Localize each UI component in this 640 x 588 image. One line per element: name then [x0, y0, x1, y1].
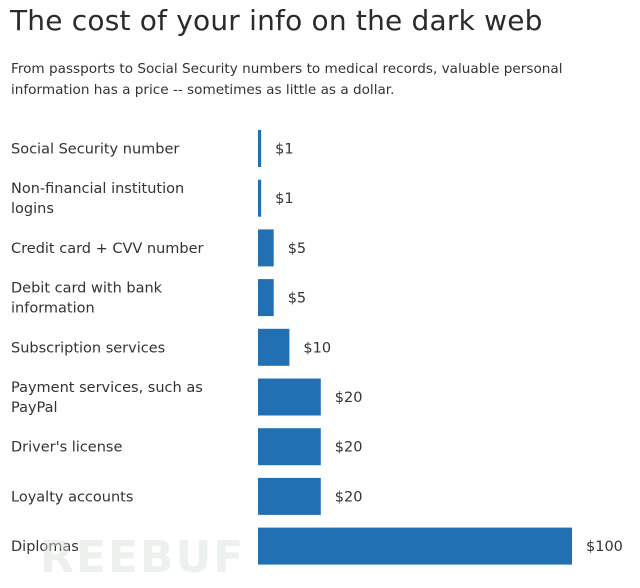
bar-5	[258, 378, 321, 416]
category-label-0: Social Security number	[11, 142, 179, 158]
category-label-5: Payment services, such as PayPal	[11, 380, 203, 416]
bar-2	[258, 229, 274, 267]
category-label-1: Non-financial institution logins	[11, 181, 184, 217]
value-label-6: $20	[335, 440, 363, 456]
category-label-8: Diplomas	[11, 539, 79, 555]
value-label-7: $20	[335, 489, 363, 505]
chart-title: The cost of your info on the dark web	[10, 4, 543, 37]
category-label-6: Driver's license	[11, 440, 122, 456]
bar-3	[258, 279, 274, 317]
value-label-4: $10	[303, 340, 331, 356]
bar-7	[258, 477, 321, 515]
chart-subtitle: From passports to Social Security number…	[11, 61, 563, 98]
category-label-7: Loyalty accounts	[11, 489, 133, 505]
value-label-5: $20	[335, 390, 363, 406]
bar-8	[258, 527, 572, 565]
value-label-3: $5	[288, 291, 306, 307]
bar-1	[258, 179, 262, 217]
bar-6	[258, 428, 321, 466]
category-label-3: Debit card with bank information	[11, 281, 163, 317]
value-label-8: $100	[586, 539, 623, 555]
value-label-2: $5	[288, 241, 306, 257]
value-label-1: $1	[275, 191, 293, 207]
value-label-0: $1	[275, 142, 293, 158]
category-label-2: Credit card + CVV number	[11, 241, 204, 257]
bar-0	[258, 130, 262, 167]
bar-4	[258, 328, 290, 366]
category-label-4: Subscription services	[11, 340, 165, 356]
